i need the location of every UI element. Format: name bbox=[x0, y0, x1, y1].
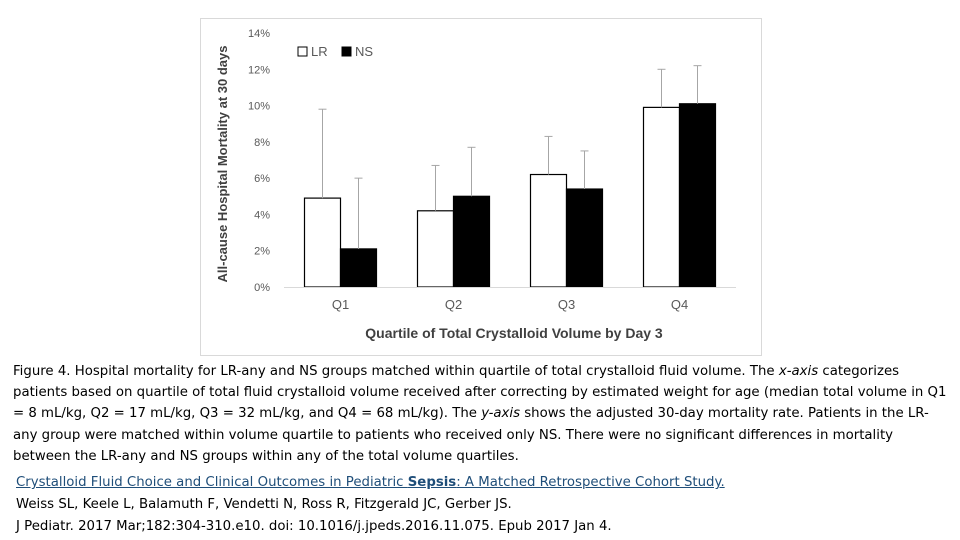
y-tick-label: 6% bbox=[254, 173, 270, 185]
y-tick-label: 14% bbox=[248, 28, 270, 40]
caption-text-1: Figure 4. Hospital mortality for LR-any … bbox=[13, 364, 779, 379]
chart-panel: 0% 2% 4% 6% 8% 10% 12% 14% Q1 Q2 Q3 Q4 All-cause H… bbox=[200, 18, 762, 356]
citation-title-a: Crystalloid Fluid Choice and Clinical Ou… bbox=[16, 475, 408, 490]
legend-swatch-lr bbox=[297, 46, 308, 57]
x-tick-label: Q4 bbox=[671, 297, 688, 312]
citation-journal: J Pediatr. 2017 Mar;182:304-310.e10. doi… bbox=[16, 519, 612, 534]
bar-lr-q4 bbox=[642, 106, 681, 288]
y-tick-label: 10% bbox=[248, 101, 270, 113]
caption-x-axis: x-axis bbox=[778, 364, 819, 379]
citation-title-link[interactable]: Crystalloid Fluid Choice and Clinical Ou… bbox=[16, 475, 725, 490]
citation-authors: Weiss SL, Keele L, Balamuth F, Vendetti … bbox=[16, 497, 512, 512]
x-axis-label: Quartile of Total Crystalloid Volume by … bbox=[365, 325, 663, 341]
legend-label-lr: LR bbox=[311, 44, 328, 59]
bar-lr-q3 bbox=[529, 173, 568, 288]
bar-ns-q2 bbox=[452, 195, 491, 288]
y-axis-label: All-cause Hospital Mortality at 30 days bbox=[215, 46, 230, 283]
x-tick-label: Q3 bbox=[558, 297, 575, 312]
caption-y-axis: y-axis bbox=[481, 406, 521, 422]
bar-ns-q1 bbox=[339, 248, 378, 288]
legend-label-ns: NS bbox=[355, 44, 373, 59]
citation: Crystalloid Fluid Choice and Clinical Ou… bbox=[16, 472, 946, 538]
bar-lr-q1 bbox=[303, 197, 342, 288]
y-tick-label: 2% bbox=[254, 246, 270, 258]
y-tick-label: 0% bbox=[254, 282, 270, 294]
x-tick-label: Q2 bbox=[445, 297, 462, 312]
y-tick-label: 12% bbox=[248, 64, 270, 76]
bar-lr-q2 bbox=[416, 210, 455, 288]
y-tick-label: 4% bbox=[254, 209, 270, 221]
figure-caption: Figure 4. Hospital mortality for LR-any … bbox=[13, 361, 953, 467]
bar-ns-q4 bbox=[678, 103, 717, 288]
caption-text-3: shows the adjusted 30-day mortality rate… bbox=[13, 406, 929, 464]
legend-swatch-ns bbox=[341, 46, 352, 57]
x-tick-label: Q1 bbox=[332, 297, 349, 312]
citation-title-line: Crystalloid Fluid Choice and Clinical Ou… bbox=[16, 472, 946, 494]
y-tick-label: 8% bbox=[254, 137, 270, 149]
citation-title-c: : A Matched Retrospective Cohort Study. bbox=[456, 475, 725, 490]
bar-chart: 0% 2% 4% 6% 8% 10% 12% 14% Q1 Q2 Q3 Q4 All-cause H… bbox=[200, 18, 762, 356]
citation-title-b: Sepsis bbox=[407, 475, 457, 490]
caption-paragraph: Figure 4. Hospital mortality for LR-any … bbox=[13, 361, 953, 467]
bar-ns-q3 bbox=[565, 188, 604, 288]
caption-text-2: categorizes patients based on quartile o… bbox=[13, 364, 947, 422]
legend: LR NS bbox=[297, 44, 373, 59]
